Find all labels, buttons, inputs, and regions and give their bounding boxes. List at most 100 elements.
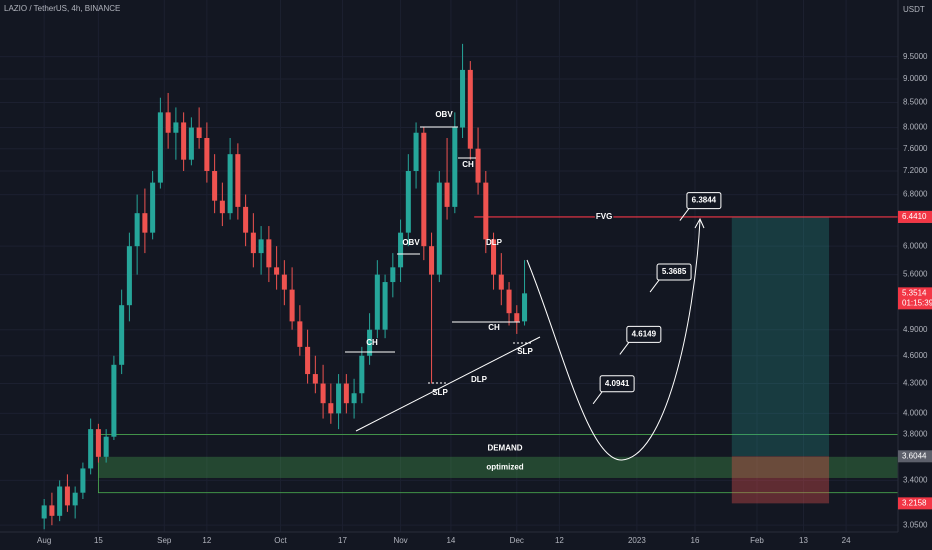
callout-pointer [649, 279, 660, 293]
candle-body [165, 112, 171, 133]
candle-body [72, 492, 78, 506]
y-tick-label: 5.6000 [903, 270, 928, 279]
candle-body [281, 274, 287, 290]
y-tick-label: 9.0000 [903, 74, 928, 83]
annotation: SLP [517, 347, 533, 356]
price-timer: 01:15:39 [902, 298, 932, 307]
y-tick-label: 3.0500 [903, 520, 928, 529]
y-tick-label: 8.0000 [903, 123, 928, 132]
annotation: OBV [402, 238, 420, 247]
candle-body [274, 267, 280, 275]
candle-body [80, 468, 86, 493]
candle-body [522, 293, 528, 322]
x-tick-label: Sep [157, 536, 172, 545]
x-tick-label: 15 [94, 536, 103, 545]
candle-body [467, 69, 473, 149]
price-label-box [898, 210, 932, 223]
candle-body [382, 282, 388, 330]
y-tick-label: 4.6000 [903, 351, 928, 360]
x-tick-label: 13 [799, 536, 808, 545]
candle-body [49, 505, 55, 516]
annotation: CH [462, 160, 474, 169]
candle-body [413, 132, 419, 171]
x-tick-label: 17 [338, 536, 347, 545]
drawings: CH OBV OBV CH DLP CH SLP SLP DLP 4.0941 4… [345, 110, 722, 461]
callout-label: 5.3685 [662, 267, 687, 276]
price-label: 5.3514 [902, 288, 927, 297]
x-tick-label: 14 [446, 536, 455, 545]
candle-body [103, 436, 109, 457]
candle-body [312, 374, 318, 384]
candle-body [126, 246, 132, 306]
y-tick-label: 6.8000 [903, 190, 928, 199]
y-tick-label: 3.8000 [903, 430, 928, 439]
y-tick-label: 6.0000 [903, 241, 928, 250]
candle-body [351, 393, 357, 404]
candles [41, 43, 528, 530]
candle-body [150, 182, 156, 233]
candle-body [243, 206, 249, 233]
candle-body [452, 127, 458, 207]
callout-pointer [619, 342, 630, 355]
axis-unit: USDT [903, 5, 925, 14]
candle-body [436, 182, 442, 275]
candle-body [212, 170, 218, 201]
callout-box [626, 325, 662, 343]
x-tick-label: Oct [274, 536, 287, 545]
candle-body [398, 232, 404, 268]
candle-body [95, 429, 101, 457]
candle-body [367, 329, 373, 356]
candle-body [227, 154, 233, 214]
x-tick-label: 2023 [628, 536, 646, 545]
annotation: SLP [432, 388, 448, 397]
candle-body [405, 170, 411, 233]
y-tick-label: 9.5000 [903, 52, 928, 61]
price-label-box [898, 497, 932, 510]
target-zone [731, 216, 830, 457]
arrow-head [694, 217, 705, 229]
candle-body [157, 112, 163, 183]
candle-body [196, 127, 202, 138]
candle-body [297, 321, 303, 347]
callout-label: 4.0941 [605, 379, 630, 388]
candle-body [483, 182, 489, 240]
candle-body [250, 232, 256, 254]
y-tick-label: 4.0000 [903, 408, 928, 417]
price-label: 3.6044 [902, 451, 927, 460]
candle-body [491, 239, 497, 275]
annotation: DLP [486, 238, 503, 247]
candle-body [506, 289, 512, 314]
y-tick-label: 7.2000 [903, 166, 928, 175]
callout-box [656, 263, 692, 281]
callout-label: 4.6149 [632, 330, 657, 339]
y-tick-label: 7.6000 [903, 144, 928, 153]
zone [98, 456, 899, 478]
price-label-box [898, 287, 932, 310]
candle-body [111, 364, 117, 437]
candle-body [429, 246, 435, 275]
candle-body [235, 154, 241, 207]
candle-body [219, 200, 225, 214]
candle-body [444, 182, 450, 207]
annotation: CH [366, 338, 378, 347]
candle-body [134, 213, 140, 247]
zone-label: optimized [486, 463, 523, 472]
candle-body [498, 274, 504, 290]
candle-body [41, 505, 47, 519]
candle-body [336, 383, 342, 414]
x-tick-label: 12 [202, 536, 211, 545]
x-tick-label: Dec [510, 536, 524, 545]
annotation: OBV [435, 110, 453, 119]
candle-body [514, 313, 520, 322]
callout-box [599, 375, 635, 393]
callout-label: 6.3844 [692, 196, 717, 205]
x-tick-label: 24 [842, 536, 851, 545]
zone-label: DEMAND [487, 444, 522, 453]
candle-body [328, 403, 334, 414]
price-label-box [898, 450, 932, 463]
candle-body [475, 148, 481, 183]
callout-pointer [679, 208, 690, 221]
annotation: DLP [471, 375, 488, 384]
